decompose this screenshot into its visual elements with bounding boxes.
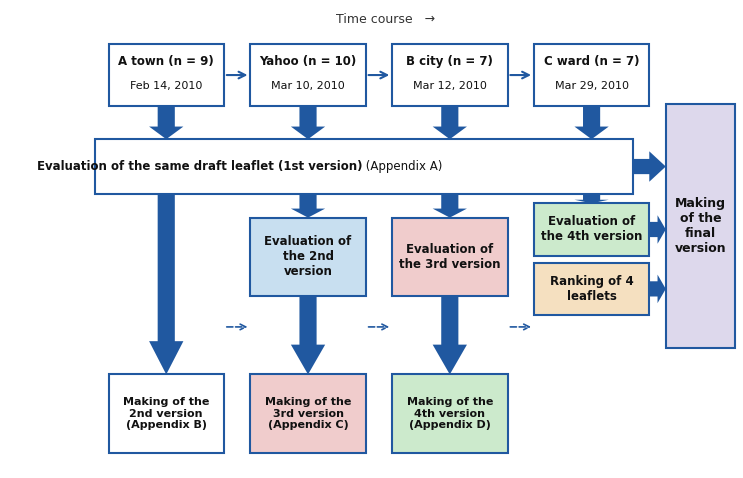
FancyBboxPatch shape (392, 217, 507, 296)
Polygon shape (291, 106, 325, 139)
Text: Evaluation of the same draft leaflet (1st version): Evaluation of the same draft leaflet (1s… (37, 160, 363, 173)
FancyBboxPatch shape (392, 374, 507, 453)
Polygon shape (149, 106, 184, 139)
FancyBboxPatch shape (534, 263, 649, 315)
Text: Evaluation of
the 4th version: Evaluation of the 4th version (541, 216, 642, 243)
Text: Time course   →: Time course → (336, 13, 435, 26)
Polygon shape (649, 215, 666, 244)
FancyBboxPatch shape (95, 139, 633, 194)
FancyBboxPatch shape (108, 374, 224, 453)
Polygon shape (432, 194, 467, 217)
Text: Mar 12, 2010: Mar 12, 2010 (413, 80, 487, 90)
FancyBboxPatch shape (250, 217, 366, 296)
Polygon shape (574, 194, 609, 203)
Text: Making of the
3rd version
(Appendix C): Making of the 3rd version (Appendix C) (265, 397, 351, 430)
FancyBboxPatch shape (666, 104, 735, 348)
Polygon shape (432, 106, 467, 139)
Text: B city (n = 7): B city (n = 7) (406, 55, 493, 68)
Text: Making of the
4th version
(Appendix D): Making of the 4th version (Appendix D) (406, 397, 493, 430)
Polygon shape (649, 275, 666, 303)
Text: Making of the
2nd version
(Appendix B): Making of the 2nd version (Appendix B) (123, 397, 210, 430)
Text: C ward (n = 7): C ward (n = 7) (544, 55, 639, 68)
Text: Yahoo (n = 10): Yahoo (n = 10) (259, 55, 357, 68)
FancyBboxPatch shape (250, 44, 366, 106)
Text: A town (n = 9): A town (n = 9) (118, 55, 214, 68)
FancyBboxPatch shape (250, 374, 366, 453)
Text: Evaluation of
the 2nd
version: Evaluation of the 2nd version (265, 235, 351, 278)
Text: Ranking of 4
leaflets: Ranking of 4 leaflets (550, 275, 634, 303)
Polygon shape (633, 152, 666, 182)
FancyBboxPatch shape (108, 44, 224, 106)
Polygon shape (574, 106, 609, 139)
Polygon shape (291, 194, 325, 217)
FancyBboxPatch shape (534, 203, 649, 256)
Text: Evaluation of
the 3rd version: Evaluation of the 3rd version (399, 243, 501, 271)
Polygon shape (432, 296, 467, 374)
FancyBboxPatch shape (534, 44, 649, 106)
Text: Feb 14, 2010: Feb 14, 2010 (130, 80, 202, 90)
Text: (Appendix A): (Appendix A) (363, 160, 443, 173)
Text: Mar 29, 2010: Mar 29, 2010 (554, 80, 629, 90)
FancyBboxPatch shape (392, 44, 507, 106)
Text: Making
of the
final
version: Making of the final version (675, 197, 726, 255)
Polygon shape (149, 194, 184, 374)
Polygon shape (291, 296, 325, 374)
Text: Mar 10, 2010: Mar 10, 2010 (271, 80, 345, 90)
